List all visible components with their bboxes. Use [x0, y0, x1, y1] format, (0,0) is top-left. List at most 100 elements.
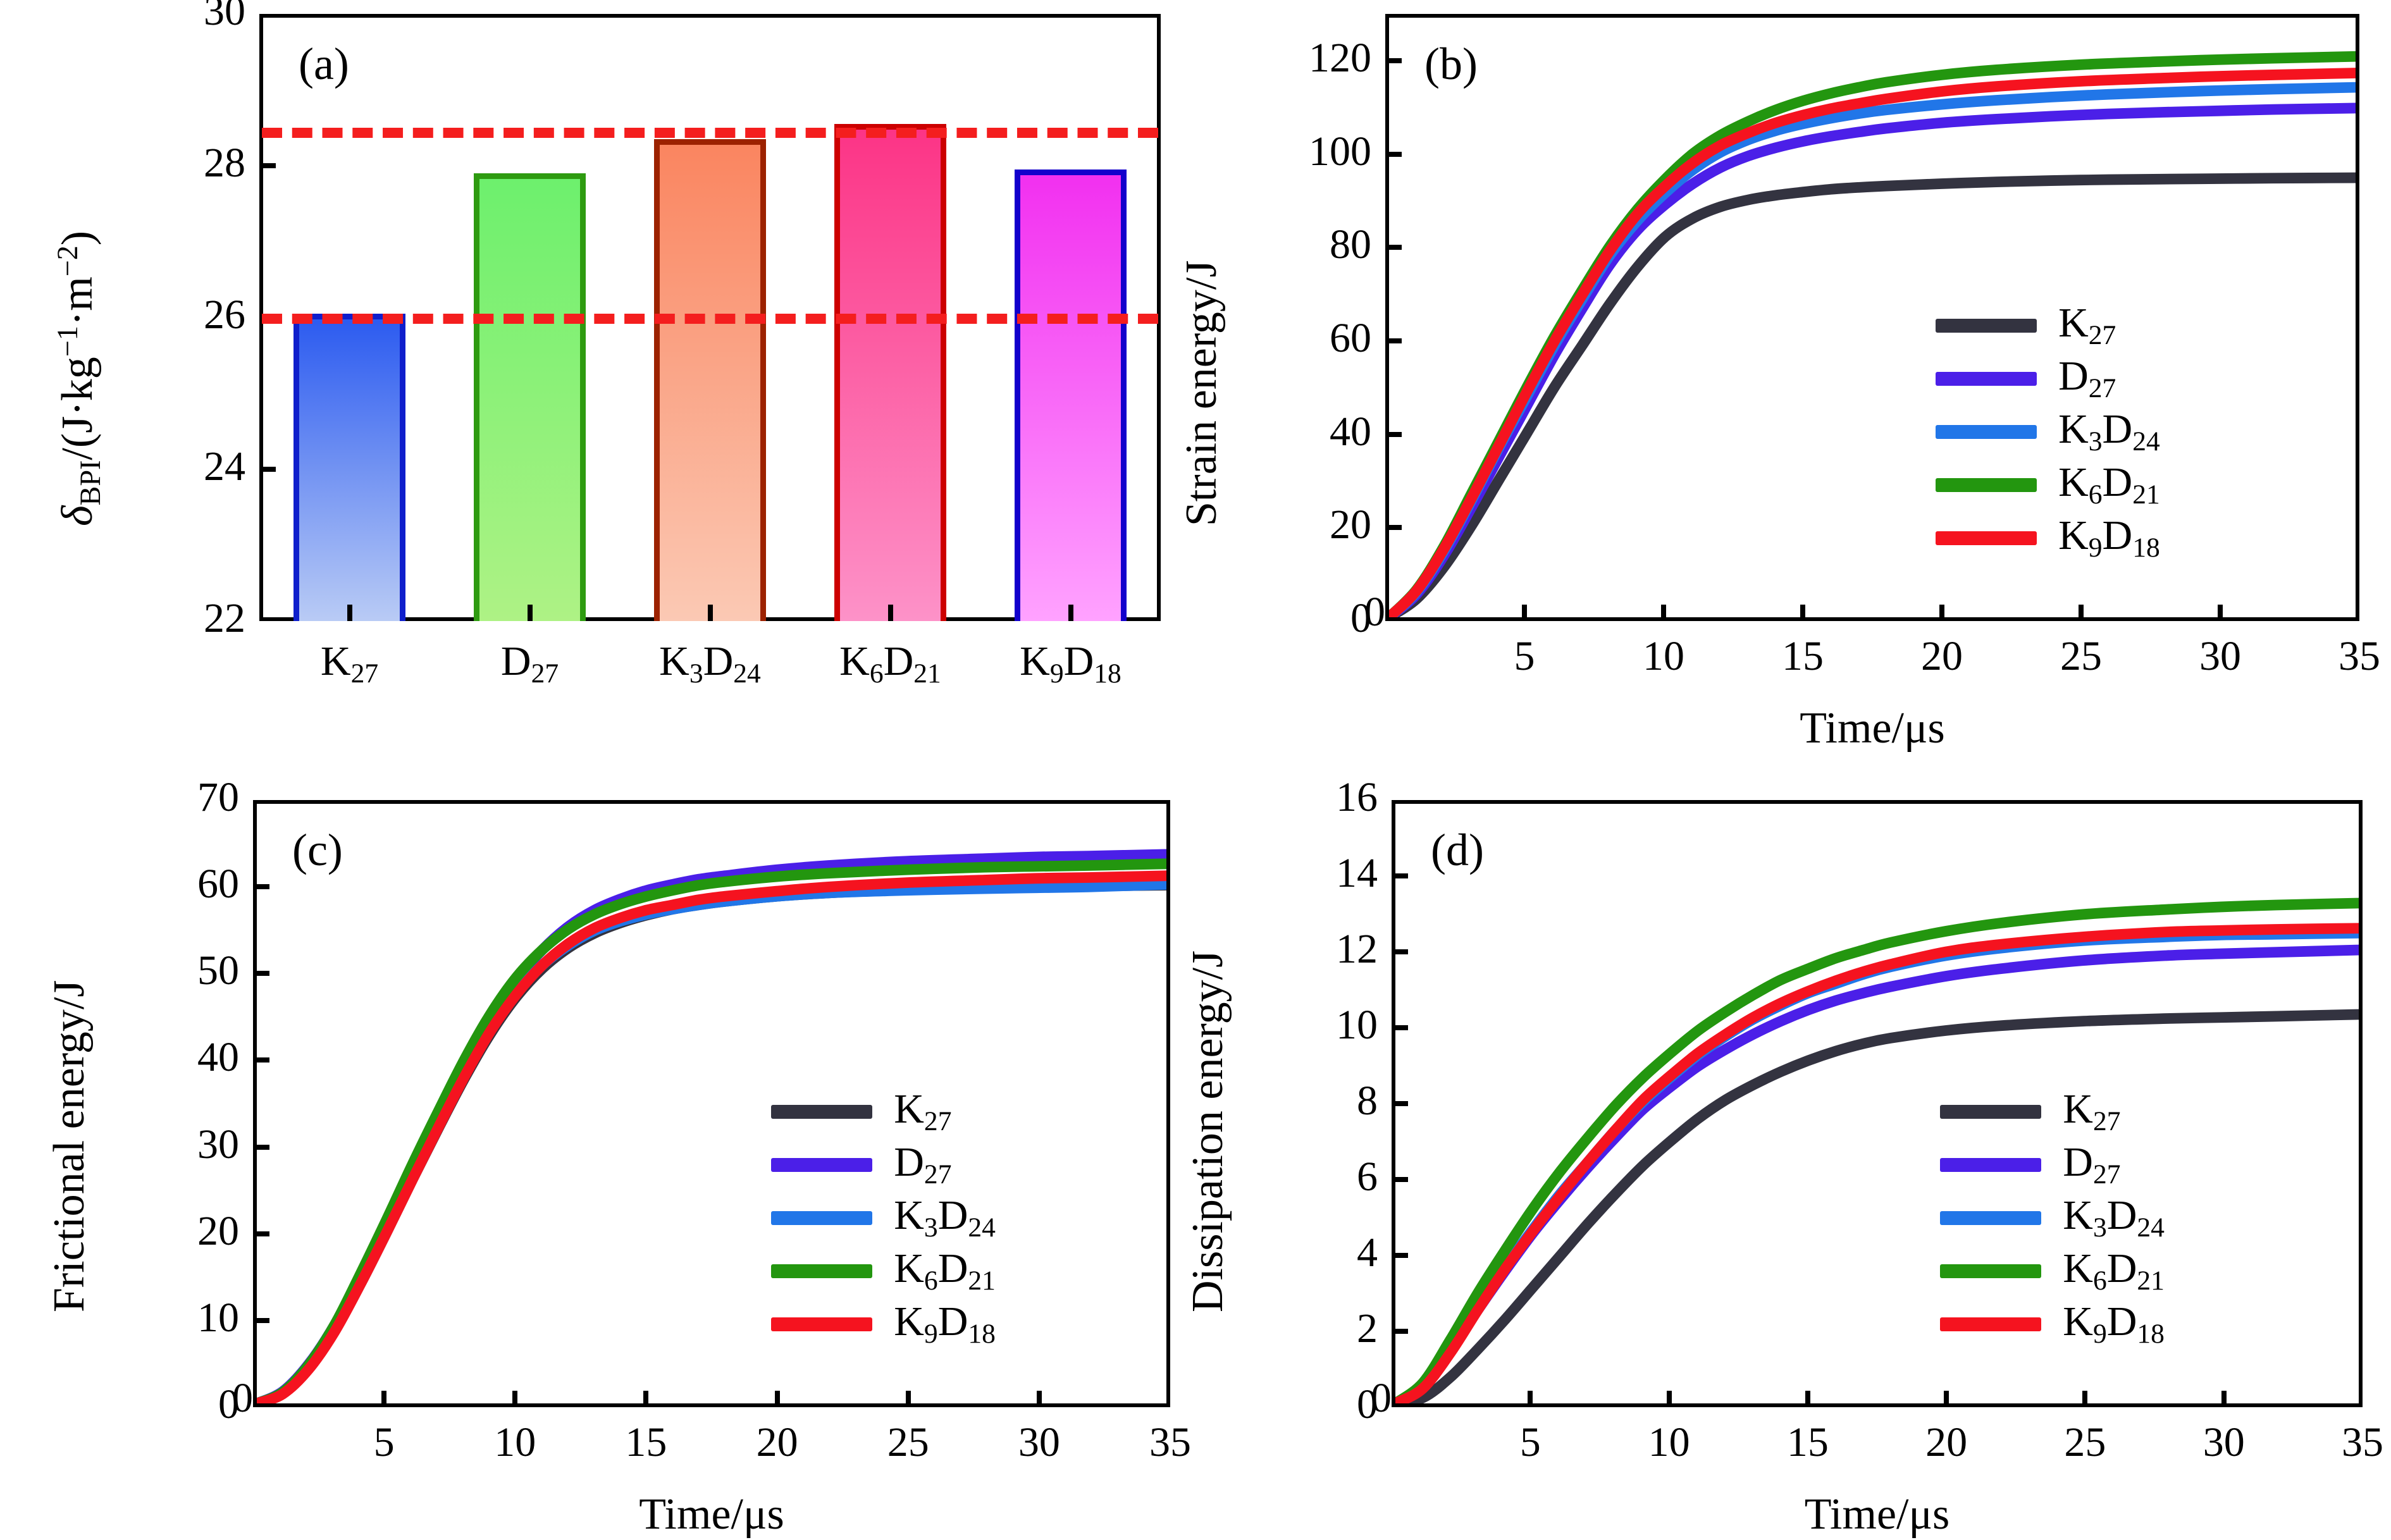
legend-item-K6D21[interactable]: K6D21: [1936, 459, 2160, 512]
panel-c-xtick: [774, 1391, 780, 1407]
panel-b-ytick: [1385, 245, 1402, 250]
panel-c-ytick-label: 20: [197, 1207, 239, 1254]
panel-c-ytick-label: 50: [197, 947, 239, 994]
panel-d-ytick: [1392, 949, 1408, 954]
panel-b-ytick-label: 80: [1330, 221, 1371, 268]
legend-label-K27: K27: [2063, 1085, 2121, 1137]
panel-c-plot-area: [253, 800, 1170, 1407]
category-label-D27: D27: [500, 638, 559, 689]
panel-d-ylabel: Dissipation energy/J: [1183, 950, 1232, 1312]
legend-item-D27[interactable]: D27: [1940, 1138, 2165, 1192]
panel-d-xtick: [1528, 1391, 1533, 1407]
legend-swatch-K3D24: [1940, 1211, 2042, 1226]
legend-item-K27[interactable]: K27: [1936, 299, 2160, 352]
legend-swatch-D27: [771, 1158, 873, 1173]
legend-label-D27: D27: [2063, 1138, 2121, 1190]
legend-item-K6D21[interactable]: K6D21: [771, 1245, 996, 1298]
legend-label-K3D24: K3D24: [2058, 405, 2160, 457]
panel-a-xtick: [527, 605, 533, 621]
panel-c-xtick: [381, 1391, 387, 1407]
panel-d-xtick-label: 0: [1371, 1375, 1392, 1421]
panel-c-xtick-label: 5: [373, 1419, 395, 1465]
panel-d-ytick-label: 4: [1357, 1229, 1378, 1276]
legend-item-K9D18[interactable]: K9D18: [771, 1298, 996, 1351]
panel-a-xtick: [1068, 605, 1073, 621]
panel-d-ytick-label: 16: [1336, 774, 1378, 820]
panel-d-ytick-label: 14: [1336, 850, 1378, 896]
panel-c-curves: [257, 849, 1166, 1403]
legend-swatch-K9D18: [1936, 531, 2037, 546]
legend-item-D27[interactable]: D27: [1936, 352, 2160, 405]
curve-K3D24: [1395, 928, 2359, 1403]
legend-swatch-D27: [1940, 1158, 2042, 1173]
legend-item-K3D24[interactable]: K3D24: [1936, 405, 2160, 459]
panel-c-xtick-label: 15: [625, 1419, 667, 1465]
panel-c-ytick-label: 0: [218, 1381, 239, 1427]
legend-swatch-K6D21: [1940, 1264, 2042, 1279]
panel-d-ytick-label: 6: [1357, 1154, 1378, 1200]
panel-c-ytick: [253, 1317, 269, 1323]
bar-K3D24: [654, 139, 766, 621]
legend-swatch-K27: [1940, 1105, 2042, 1119]
panel-d-xtick: [2082, 1391, 2088, 1407]
panel-a-tag: (a): [299, 39, 349, 89]
legend-label-K6D21: K6D21: [894, 1245, 996, 1296]
panel-c-ytick-label: 60: [197, 861, 239, 908]
legend-item-K9D18[interactable]: K9D18: [1936, 512, 2160, 565]
panel-b-xtick-label: 25: [2060, 633, 2102, 679]
panel-c-xtick-label: 0: [232, 1375, 253, 1421]
reference-line-2: [262, 314, 1158, 324]
panel-d-ytick: [1392, 1025, 1408, 1030]
panel-b-ytick: [1385, 431, 1402, 437]
legend-label-K27: K27: [894, 1085, 952, 1137]
panel-b-ytick: [1385, 58, 1402, 63]
bar-K6D21: [834, 124, 946, 621]
panel-b-ytick-label: 100: [1309, 128, 1371, 175]
panel-b-xtick: [1522, 605, 1527, 621]
legend-item-D27[interactable]: D27: [771, 1138, 996, 1192]
category-label-K9D18: K9D18: [1020, 638, 1121, 689]
panel-d-legend: K27 D27 K3D24 K6D21 K9D18: [1940, 1085, 2165, 1351]
legend-label-K3D24: K3D24: [894, 1192, 996, 1243]
category-label-K3D24: K3D24: [659, 638, 761, 689]
panel-b-xtick: [1800, 605, 1805, 621]
panel-c-ytick: [253, 971, 269, 976]
legend-swatch-K27: [771, 1105, 873, 1119]
panel-b-ytick: [1385, 525, 1402, 531]
legend-item-K3D24[interactable]: K3D24: [1940, 1192, 2165, 1245]
panel-b-tag: (b): [1424, 39, 1478, 89]
panel-c-ytick-label: 70: [197, 774, 239, 820]
category-label-K6D21: K6D21: [839, 638, 941, 689]
legend-item-K27[interactable]: K27: [1940, 1085, 2165, 1138]
panel-d-xtick-label: 5: [1519, 1419, 1541, 1465]
panel-d-ytick-label: 10: [1336, 1002, 1378, 1048]
panel-d-xtick-label: 20: [1925, 1419, 1968, 1465]
panel-c-xtick: [905, 1391, 911, 1407]
panel-b-xtick: [1939, 605, 1944, 621]
panel-d-ytick-label: 8: [1357, 1078, 1378, 1124]
legend-item-K9D18[interactable]: K9D18: [1940, 1298, 2165, 1351]
panel-c-xtick-label: 30: [1018, 1419, 1060, 1465]
curve-K9D18: [257, 870, 1166, 1403]
panel-a-ytick-label: 24: [204, 443, 245, 490]
panel-a-xtick: [347, 605, 352, 621]
curve-K9D18: [1395, 923, 2359, 1403]
panel-b-xtick-label: 5: [1514, 633, 1535, 679]
legend-swatch-K27: [1936, 319, 2037, 333]
panel-b-curves: [1389, 51, 2356, 617]
legend-item-K3D24[interactable]: K3D24: [771, 1192, 996, 1245]
panel-c-xtick-label: 25: [887, 1419, 929, 1465]
panel-b-xtick: [2218, 605, 2223, 621]
panel-c-ytick-label: 30: [197, 1121, 239, 1167]
legend-item-K27[interactable]: K27: [771, 1085, 996, 1138]
panel-d-ytick: [1392, 1101, 1408, 1106]
panel-c-ytick: [253, 1144, 269, 1150]
legend-item-K6D21[interactable]: K6D21: [1940, 1245, 2165, 1298]
panel-d-xtick-label: 35: [2342, 1419, 2383, 1465]
panel-d-xtick: [1944, 1391, 1949, 1407]
panel-a-xtick: [707, 605, 713, 621]
